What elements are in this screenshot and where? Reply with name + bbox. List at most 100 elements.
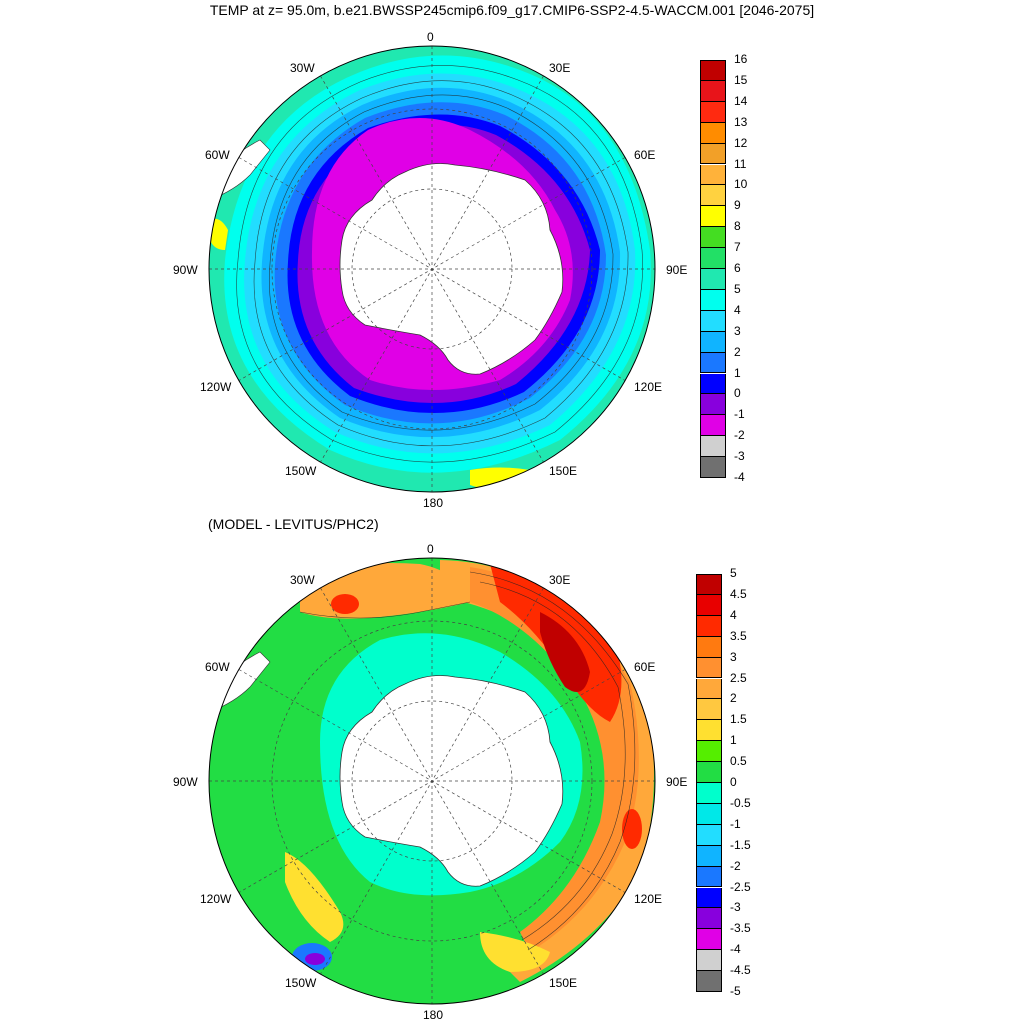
colorbar-label: 2 bbox=[730, 691, 737, 706]
lon-label-30e-b: 30E bbox=[549, 573, 571, 587]
colorbar-label: 4 bbox=[734, 302, 741, 317]
lon-label-180: 180 bbox=[423, 496, 444, 510]
lon-label-60w: 60W bbox=[205, 148, 230, 162]
colorbar-label: 0 bbox=[734, 386, 741, 401]
difference-subtitle: (MODEL - LEVITUS/PHC2) bbox=[208, 516, 379, 532]
colorbar-swatch bbox=[696, 636, 722, 658]
colorbar-swatch bbox=[696, 845, 722, 867]
colorbar-swatch bbox=[700, 310, 726, 332]
colorbar-swatch bbox=[700, 206, 726, 228]
colorbar-label: -2 bbox=[730, 858, 741, 873]
colorbar-swatch bbox=[700, 101, 726, 123]
colorbar-swatch bbox=[700, 60, 726, 81]
colorbar-label: -3 bbox=[730, 900, 741, 915]
map-boundary-2 bbox=[208, 557, 656, 1005]
colorbar-swatch bbox=[696, 783, 722, 804]
lon-label-90w: 90W bbox=[173, 263, 198, 277]
colorbar-swatch bbox=[696, 678, 722, 700]
colorbar-label: 16 bbox=[734, 52, 748, 66]
diff-band-4.5-5 bbox=[540, 612, 590, 692]
colorbar-label: 6 bbox=[734, 261, 741, 275]
lon-label-60w-b: 60W bbox=[205, 660, 230, 674]
diff-band-yellow-sw bbox=[285, 852, 344, 942]
colorbar-label: 7 bbox=[734, 240, 741, 255]
colorbar-swatch bbox=[700, 394, 726, 416]
colorbar-swatch bbox=[696, 594, 722, 616]
colorbar-label: 4 bbox=[730, 607, 737, 622]
colorbar-swatch bbox=[700, 227, 726, 249]
colorbar-swatch bbox=[696, 699, 722, 721]
colorbar-label: 3 bbox=[734, 323, 741, 338]
lon-label-90e: 90E bbox=[666, 263, 688, 277]
colorbar-swatch bbox=[696, 824, 722, 846]
colorbar-swatch bbox=[696, 657, 722, 679]
diff-band-yellow-s bbox=[480, 932, 550, 972]
lon-label-30w-b: 30W bbox=[290, 573, 315, 587]
colorbar-label: -3.5 bbox=[730, 921, 751, 936]
lon-label-150w: 150W bbox=[285, 464, 317, 478]
colorbar-swatch bbox=[700, 457, 726, 478]
colorbar-label: 9 bbox=[734, 198, 741, 213]
colorbar-swatch bbox=[700, 269, 726, 290]
colorbar-swatch bbox=[700, 289, 726, 311]
lon-label-90e-b: 90E bbox=[666, 775, 688, 789]
colorbar-label: 0.5 bbox=[730, 754, 747, 769]
colorbar-label: 2 bbox=[734, 344, 741, 359]
colorbar-swatch bbox=[696, 950, 722, 972]
colorbar-label: 1 bbox=[730, 733, 737, 748]
colorbar-swatch bbox=[696, 720, 722, 742]
lon-label-150e: 150E bbox=[549, 464, 578, 478]
lon-label-150e-b: 150E bbox=[549, 976, 578, 990]
diff-hot-spot-north bbox=[331, 594, 359, 614]
lon-label-120e-b: 120E bbox=[634, 892, 663, 906]
lon-label-0: 0 bbox=[427, 30, 434, 44]
colorbar-label: 12 bbox=[734, 135, 748, 150]
difference-panel: 0 30E 60E 90E 120E 150E 180 150W 120W 90… bbox=[0, 512, 1024, 1024]
colorbar-label: 13 bbox=[734, 114, 748, 129]
colorbar-swatch bbox=[700, 415, 726, 437]
colorbar-label: 11 bbox=[734, 156, 747, 171]
temperature-colorbar: 16 15 14 13 12 11 10 9 8 7 6 5 4 3 2 1 0 -1 -2 -3 -4 bbox=[700, 52, 747, 484]
colorbar-swatch bbox=[696, 971, 722, 992]
colorbar-swatch bbox=[700, 122, 726, 144]
lon-label-30e: 30E bbox=[549, 61, 571, 75]
colorbar-label: -4 bbox=[730, 942, 741, 957]
lon-label-180-b: 180 bbox=[423, 1008, 444, 1022]
temperature-map bbox=[208, 45, 656, 493]
lon-label-120e: 120E bbox=[634, 380, 663, 394]
lon-label-120w-b: 120W bbox=[200, 892, 232, 906]
colorbar-label: 3 bbox=[730, 649, 737, 664]
colorbar-label: 1.5 bbox=[730, 712, 747, 727]
colorbar-swatch bbox=[696, 574, 722, 595]
colorbar-label: -5 bbox=[730, 984, 741, 998]
colorbar-label: -1 bbox=[734, 407, 745, 422]
lon-label-60e-b: 60E bbox=[634, 660, 656, 674]
difference-colorbar: 5 4.5 4 3.5 3 2.5 2 1.5 1 0.5 0 -0.5 -1 -1.5 -2 -2.5 -3 -… bbox=[696, 566, 751, 998]
map-boundary bbox=[208, 45, 656, 493]
difference-map bbox=[208, 557, 656, 1005]
colorbar-swatch bbox=[696, 615, 722, 637]
colorbar-swatch bbox=[696, 762, 722, 783]
colorbar-swatch bbox=[696, 908, 722, 930]
temperature-panel: 0 30E 60E 90E 120E 150E 180 150W 120W 90… bbox=[173, 30, 747, 510]
colorbar-label: -2 bbox=[734, 428, 745, 443]
colorbar-label: 15 bbox=[734, 72, 748, 87]
colorbar-swatch bbox=[700, 248, 726, 269]
lon-label-150w-b: 150W bbox=[285, 976, 317, 990]
colorbar-label: 5 bbox=[734, 281, 741, 296]
colorbar-swatch bbox=[700, 352, 726, 374]
diff-hot-spot-east bbox=[622, 809, 642, 849]
colorbar-label: -1.5 bbox=[730, 837, 751, 852]
colorbar-label: 10 bbox=[734, 177, 748, 192]
plot-title: TEMP at z= 95.0m, b.e21.BWSSP245cmip6.f0… bbox=[209, 2, 815, 18]
colorbar-swatch bbox=[700, 331, 726, 353]
colorbar-swatch bbox=[700, 80, 726, 102]
lon-label-0-b: 0 bbox=[427, 542, 434, 556]
colorbar-label: -1 bbox=[730, 816, 741, 831]
colorbar-label: -0.5 bbox=[730, 795, 751, 810]
colorbar-swatch bbox=[696, 803, 722, 825]
colorbar-swatch bbox=[696, 741, 722, 763]
colorbar-swatch bbox=[696, 866, 722, 888]
lon-label-120w: 120W bbox=[200, 380, 232, 394]
colorbar-label: -4.5 bbox=[730, 963, 751, 978]
